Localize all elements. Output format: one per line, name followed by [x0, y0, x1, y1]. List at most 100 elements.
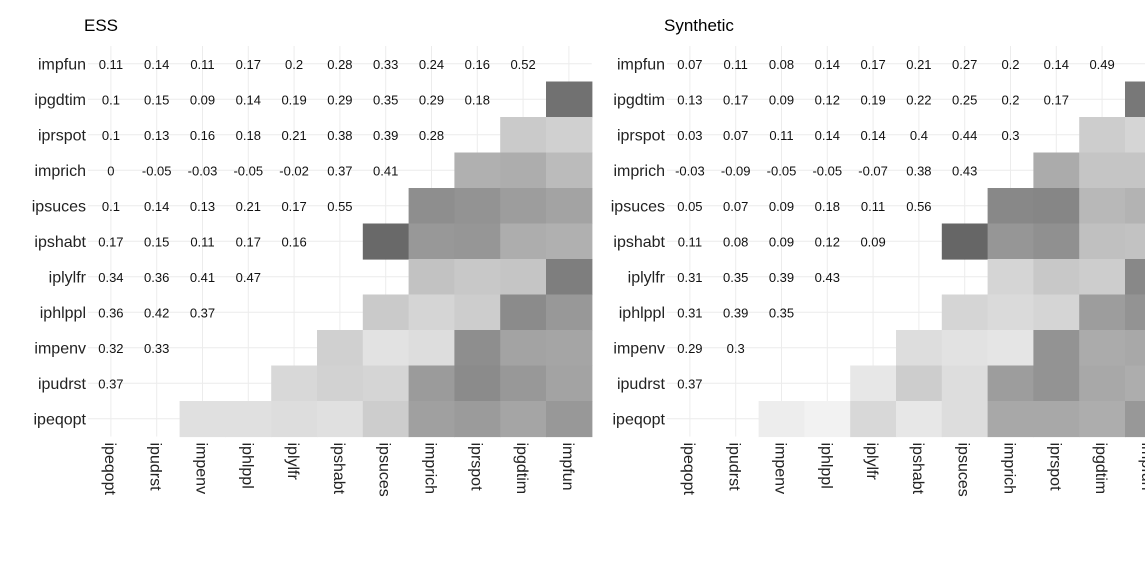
cell-value-label: 0.08: [723, 234, 748, 249]
x-tick-label: imprich: [1001, 443, 1018, 495]
cell-value-label: 0.52: [510, 57, 535, 72]
heatmap-tile: [408, 223, 455, 260]
y-tick-label: impfun: [617, 56, 665, 73]
x-tick-label: iprspot: [1046, 443, 1063, 492]
heatmap-tile: [1079, 330, 1126, 367]
heatmap-tile: [850, 401, 897, 438]
heatmap-tile: [1125, 152, 1145, 189]
cell-value-label: 0.1: [102, 199, 120, 214]
heatmap-tile: [941, 365, 989, 402]
x-tick-label: ipudrst: [147, 443, 164, 492]
cell-value-label: 0.19: [281, 92, 306, 107]
heatmap-tile: [500, 152, 547, 189]
heatmap-tile: [546, 223, 593, 260]
heatmap-tile: [546, 294, 593, 331]
heatmap-tile: [271, 401, 318, 438]
x-tick-label: ipgdtim: [513, 443, 530, 495]
cell-value-label: 0.14: [860, 128, 885, 143]
heatmap-tile: [546, 152, 593, 189]
cell-value-label: 0.16: [190, 128, 215, 143]
cell-value-label: 0.14: [144, 199, 169, 214]
cell-value-label: 0.3: [727, 341, 745, 356]
cell-value-label: 0.11: [99, 57, 123, 72]
cell-value-label: 0.32: [98, 341, 123, 356]
cell-value-label: 0.28: [419, 128, 444, 143]
cell-value-label: 0.11: [769, 128, 793, 143]
cell-value-label: 0.18: [236, 128, 261, 143]
cell-value-label: 0.38: [327, 128, 352, 143]
heatmap-tile: [1125, 401, 1145, 438]
heatmap-tile: [987, 401, 1034, 438]
cell-value-label: 0.1: [102, 92, 120, 107]
heatmap-tile: [850, 365, 897, 402]
heatmap-tile: [454, 223, 501, 260]
cell-value-label: 0.27: [952, 57, 977, 72]
x-tick-label: iphlppl: [817, 443, 834, 489]
heatmap-tile: [758, 401, 805, 438]
cell-value-label: -0.05: [812, 163, 842, 178]
cell-value-label: 0.11: [190, 234, 214, 249]
heatmap-tile: [1125, 81, 1145, 118]
cell-value-label: 0.2: [1001, 57, 1019, 72]
heatmap-tile: [454, 152, 501, 189]
cell-value-label: 0.03: [677, 128, 702, 143]
heatmap-tile: [1125, 294, 1145, 331]
cell-value-label: 0.17: [723, 92, 748, 107]
heatmap-tile: [987, 223, 1034, 260]
cell-value-label: 0: [107, 163, 114, 178]
y-tick-label: ipgdtim: [613, 92, 665, 109]
cell-value-label: -0.03: [675, 163, 705, 178]
cell-value-label: 0.18: [815, 199, 840, 214]
cell-value-label: 0.29: [419, 92, 444, 107]
heatmap-tile: [1033, 330, 1080, 367]
cell-value-label: 0.13: [144, 128, 169, 143]
heatmap-tile: [1033, 294, 1080, 331]
cell-value-label: 0.09: [190, 92, 215, 107]
heatmap-tile: [1079, 223, 1126, 260]
cell-value-label: -0.02: [279, 163, 309, 178]
cell-value-label: 0.05: [677, 199, 702, 214]
x-tick-label: ipgdtim: [1092, 443, 1109, 495]
heatmap-tile: [987, 188, 1034, 225]
cell-value-label: 0.37: [190, 305, 215, 320]
cell-value-label: 0.11: [724, 57, 748, 72]
heatmap-tile: [546, 259, 593, 296]
cell-value-label: 0.37: [327, 163, 352, 178]
y-tick-label: ipsuces: [32, 198, 86, 215]
x-tick-label: impenv: [193, 443, 210, 495]
x-tick-label: ipshabt: [330, 443, 347, 495]
heatmap-tile: [896, 330, 943, 367]
heatmap-tile: [1125, 330, 1145, 367]
y-tick-label: ipshabt: [613, 234, 665, 251]
heatmap-tile: [362, 365, 410, 402]
cell-value-label: 0.17: [236, 234, 261, 249]
x-tick-label: iphlppl: [238, 443, 255, 489]
cell-value-label: 0.07: [723, 199, 748, 214]
x-tick-label: ipeqopt: [680, 443, 697, 496]
heatmap-tile: [896, 365, 943, 402]
heatmap-tile: [454, 330, 501, 367]
heatmap-tile: [317, 365, 364, 402]
heatmap-tile: [454, 259, 501, 296]
y-tick-label: ipudrst: [38, 376, 87, 393]
heatmap-tile: [987, 330, 1034, 367]
y-tick-label: ipshabt: [34, 234, 86, 251]
heatmap-tile: [1125, 259, 1145, 296]
heatmap-tile: [546, 365, 593, 402]
heatmap-tile: [1079, 401, 1126, 438]
cell-value-label: 0.17: [281, 199, 306, 214]
panel-title: ESS: [84, 16, 118, 35]
x-tick-label: iplylfr: [863, 443, 880, 481]
heatmap-tile: [1033, 259, 1080, 296]
heatmap-tile: [500, 188, 547, 225]
heatmap-tile: [1033, 401, 1080, 438]
heatmap-tile: [408, 330, 455, 367]
cell-value-label: 0.2: [1001, 92, 1019, 107]
cell-value-label: 0.29: [327, 92, 352, 107]
cell-value-label: 0.41: [190, 270, 215, 285]
cell-value-label: -0.07: [858, 163, 888, 178]
cell-value-label: 0.25: [952, 92, 977, 107]
cell-value-label: 0.37: [677, 376, 702, 391]
y-tick-label: iprspot: [617, 127, 666, 144]
heatmap-panel-2: Synthetic 0.07 0.11 0.08 0.14 0.17 0.21 0.27 0.2…: [611, 16, 1145, 497]
